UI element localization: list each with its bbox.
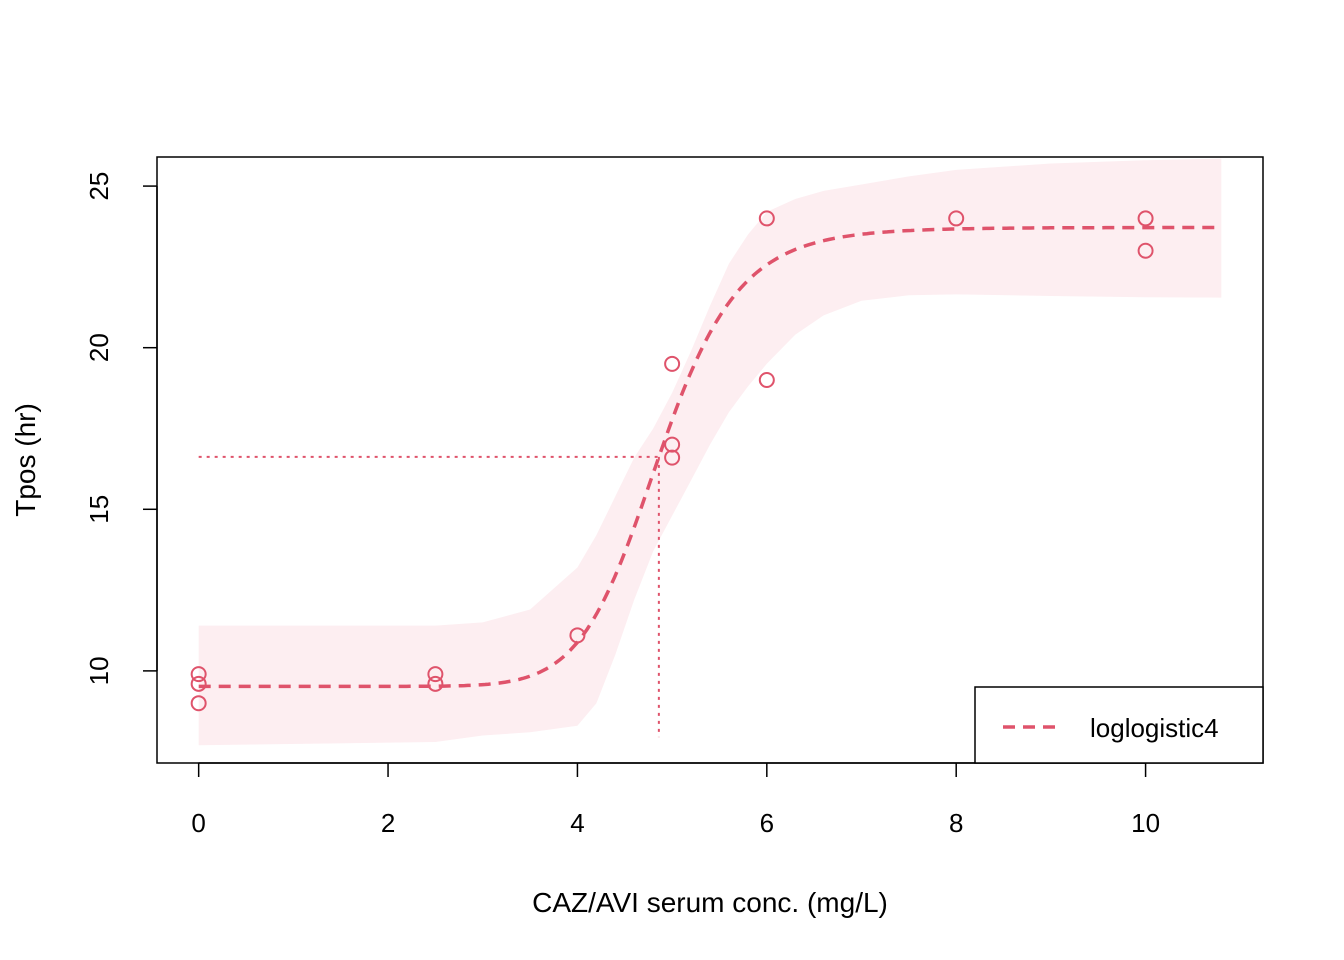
y-tick-label: 20 (84, 333, 114, 362)
data-point (664, 355, 681, 372)
data-point (1137, 242, 1154, 259)
data-point (569, 627, 586, 644)
x-tick-label: 4 (570, 808, 584, 838)
fit-curve (198, 225, 1222, 689)
data-points (190, 210, 1154, 712)
confidence-band (198, 158, 1222, 746)
legend: loglogistic4 (974, 686, 1264, 764)
y-tick-label: 25 (84, 172, 114, 201)
x-axis: 0 2 4 6 8 10 (191, 762, 1160, 838)
x-tick-label: 10 (1131, 808, 1160, 838)
data-point (190, 666, 207, 683)
y-axis-title: Tpos (hr) (10, 403, 41, 517)
data-point (664, 436, 681, 453)
data-point (190, 695, 207, 712)
confidence-band-area (198, 158, 1222, 746)
data-point (1137, 210, 1154, 227)
y-tick-label: 15 (84, 495, 114, 524)
data-point (427, 666, 444, 683)
reference-lines (198, 455, 660, 738)
legend-box (974, 686, 1264, 764)
x-tick-label: 2 (381, 808, 395, 838)
data-point (948, 210, 965, 227)
y-axis: 10 15 20 25 (84, 172, 158, 685)
x-tick-label: 8 (949, 808, 963, 838)
data-point (427, 675, 444, 692)
x-tick-label: 0 (191, 808, 205, 838)
data-point (758, 372, 775, 389)
y-tick-label: 10 (84, 656, 114, 685)
data-point (664, 449, 681, 466)
fit-curve-line (198, 225, 1222, 689)
x-axis-title: CAZ/AVI serum conc. (mg/L) (532, 887, 888, 918)
data-point (190, 675, 207, 692)
x-tick-label: 6 (760, 808, 774, 838)
data-point (758, 210, 775, 227)
legend-label: loglogistic4 (1090, 713, 1219, 743)
